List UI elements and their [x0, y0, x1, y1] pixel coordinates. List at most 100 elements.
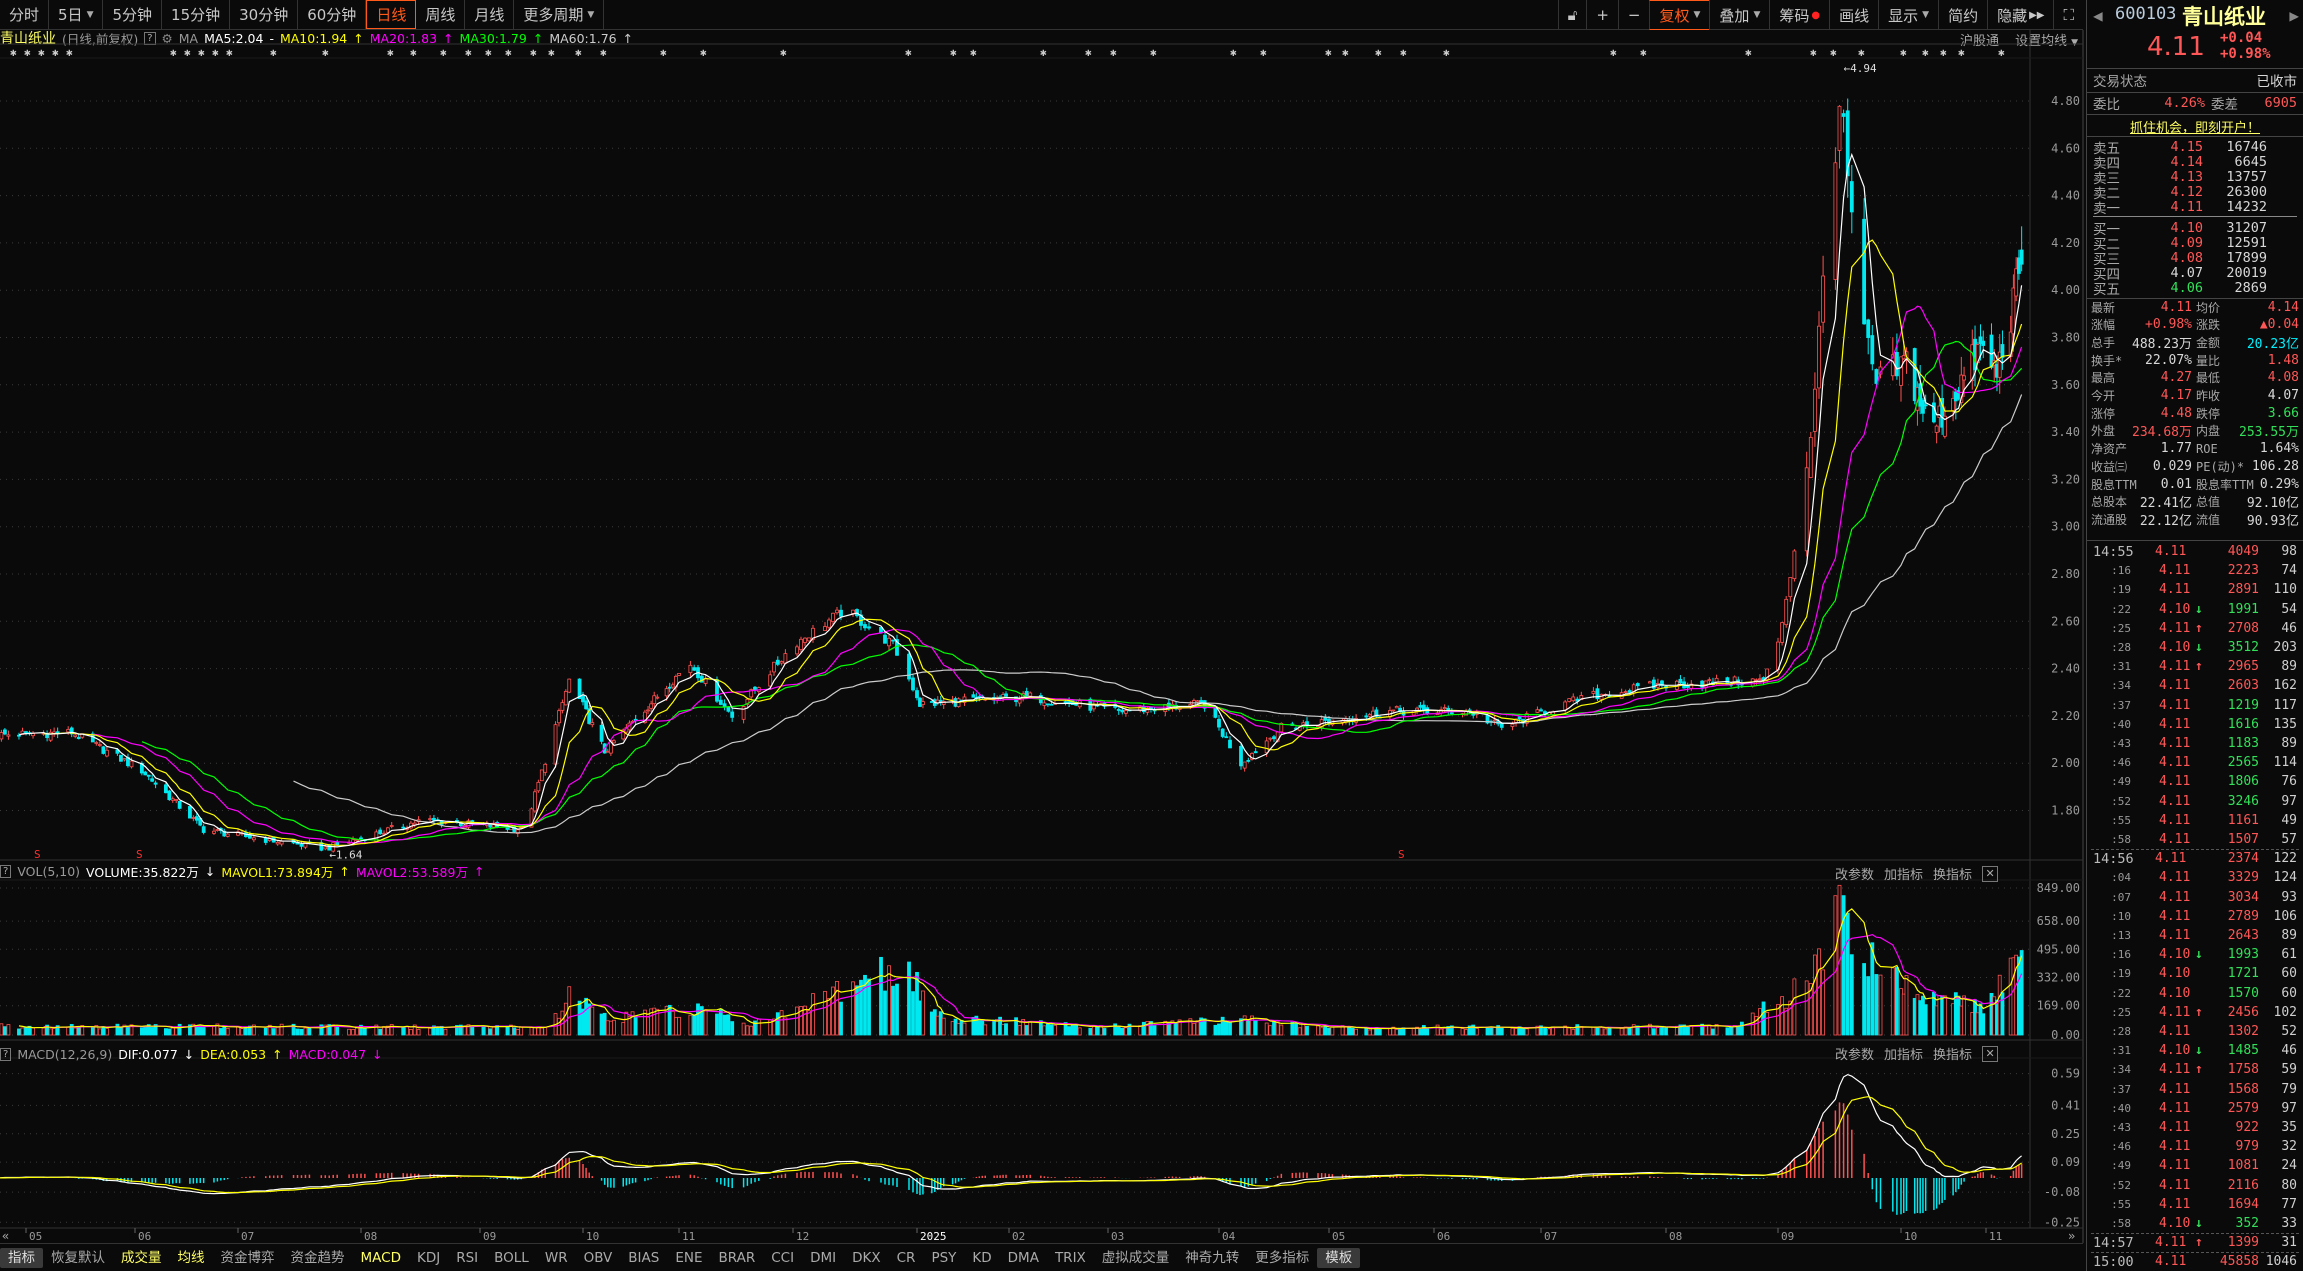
ma5-line	[18, 152, 2023, 848]
indicator-tab[interactable]: RSI	[456, 1249, 479, 1266]
tool-button[interactable]: 隐藏 ▶▶	[1987, 0, 2053, 30]
indicator-tab[interactable]: WR	[544, 1249, 568, 1266]
period-tab[interactable]: 5日 ▼	[49, 0, 104, 29]
volume-bar	[879, 956, 883, 1036]
mavol2-value: MAVOL2:53.589万	[355, 864, 468, 880]
indicator-tab[interactable]: 指标	[0, 1247, 43, 1268]
tick-price: 4.10	[2159, 966, 2191, 982]
indicator-tab[interactable]: BRAR	[718, 1249, 756, 1266]
indicator-tab[interactable]: DKX	[852, 1249, 881, 1266]
bid-row[interactable]: 买四 4.07 20019	[2093, 265, 2297, 283]
next-stock-icon[interactable]: ▶	[2289, 6, 2299, 25]
indicator-tab[interactable]: BIAS	[628, 1249, 660, 1266]
volume-bar	[807, 1010, 811, 1036]
indicator-tab[interactable]: 模板	[1317, 1247, 1361, 1268]
indicator-tab[interactable]: 资金博弈	[220, 1249, 275, 1266]
volume-bar	[567, 986, 572, 1036]
swap-indicator-button[interactable]: 换指标	[1933, 1048, 1973, 1063]
indicator-tab[interactable]: 恢复默认	[51, 1249, 105, 1266]
tool-button[interactable]: 显示 ▼	[1878, 0, 1938, 30]
tick-count: 31	[2281, 1235, 2297, 1251]
indicator-tab[interactable]: DMI	[810, 1249, 837, 1266]
gear-icon[interactable]: ⚙	[161, 30, 173, 46]
add-indicator-button[interactable]: 加指标	[1884, 1048, 1924, 1063]
prev-stock-icon[interactable]: ◀	[2093, 6, 2103, 25]
indicator-tab[interactable]: 虚拟成交量	[1101, 1249, 1170, 1266]
hsgt-button[interactable]: 沪股通	[1960, 34, 2000, 49]
zoom-out-icon[interactable]: −	[1617, 0, 1650, 30]
period-tab[interactable]: 分时	[0, 0, 50, 29]
period-tab[interactable]: 30分钟	[230, 0, 299, 29]
candle	[1116, 709, 1121, 711]
ask-row[interactable]: 卖二 4.12 26300	[2093, 184, 2297, 202]
macd-tick-label: 0.59	[2051, 1067, 2080, 1081]
tool-button[interactable]: 叠加 ▼	[1709, 0, 1769, 30]
volume-bar	[335, 1026, 340, 1036]
period-tab[interactable]: 60分钟	[298, 0, 367, 29]
set-ma-button[interactable]: 设置均线 ▼	[2015, 30, 2078, 49]
bid-row[interactable]: 买三 4.08 17899	[2093, 250, 2297, 268]
volume-bar	[1316, 1025, 1320, 1036]
tool-button[interactable]: 复权 ▼	[1649, 0, 1710, 30]
tick-row: 15:00 4.11 45858 1046	[2093, 1252, 2297, 1271]
ask-row[interactable]: 卖五 4.15 16746	[2093, 139, 2297, 157]
change-params-button[interactable]: 改参数	[1835, 868, 1875, 883]
bid-row[interactable]: 买一 4.10 31207	[2093, 220, 2297, 238]
indicator-tab[interactable]: MACD	[360, 1249, 401, 1266]
bid-row[interactable]: 买五 4.06 2869	[2093, 280, 2297, 298]
indicator-tab[interactable]: DMA	[1007, 1249, 1039, 1266]
indicator-tab[interactable]: CR	[896, 1249, 916, 1266]
indicator-tab[interactable]: OBV	[583, 1249, 613, 1266]
candle	[1217, 718, 1221, 728]
date-tick-label: 11	[1989, 1230, 2002, 1243]
period-tab[interactable]: 周线	[416, 0, 466, 29]
zoom-in-icon[interactable]: +	[1586, 0, 1618, 30]
event-marker-icon: ✱	[780, 46, 787, 59]
tick-time: :07	[2111, 890, 2131, 904]
fullscreen-icon[interactable]: ⛶	[2053, 0, 2083, 30]
indicator-tab[interactable]: KD	[972, 1249, 992, 1266]
change-params-button[interactable]: 改参数	[1835, 1048, 1875, 1063]
tool-label: 显示	[1888, 6, 1919, 25]
indicator-tab[interactable]: ENE	[675, 1249, 703, 1266]
indicator-tab[interactable]: 资金趋势	[290, 1249, 345, 1266]
help-icon[interactable]: ?	[0, 1047, 12, 1061]
indicator-tab[interactable]: 更多指标	[1255, 1249, 1310, 1266]
period-tab[interactable]: 5分钟	[103, 0, 163, 29]
volume-bar	[855, 985, 859, 1036]
tool-button[interactable]: 筹码 ●	[1769, 0, 1829, 30]
period-tab[interactable]: 日线	[366, 0, 417, 29]
ask-row[interactable]: 卖一 4.11 14232	[2093, 199, 2297, 217]
period-tab[interactable]: 更多周期 ▼	[514, 0, 605, 29]
help-icon[interactable]: ?	[0, 864, 12, 878]
ask-row[interactable]: 卖三 4.13 13757	[2093, 169, 2297, 187]
kline-chart[interactable]: 4.80 4.60 4.40 4.20 4.00 3.80 3.60 3.40 3.20 3.00…	[0, 0, 2086, 1243]
indicator-tab[interactable]: 均线	[177, 1249, 205, 1266]
volume-bar	[66, 1026, 71, 1036]
indicator-tab[interactable]: CCI	[771, 1249, 795, 1266]
open-account-link[interactable]: 抓住机会，即刻开户！	[2129, 121, 2260, 136]
volume-bar	[831, 986, 835, 1036]
swap-indicator-button[interactable]: 换指标	[1933, 868, 1973, 883]
indicator-tab[interactable]: 神奇九转	[1185, 1249, 1240, 1266]
period-tab[interactable]: 15分钟	[162, 0, 231, 29]
lock-icon[interactable]: 🔓︎	[1557, 0, 1587, 30]
close-icon[interactable]: ✕	[1982, 1045, 1999, 1062]
indicator-tab[interactable]: TRIX	[1054, 1249, 1086, 1266]
bid-row[interactable]: 买二 4.09 12591	[2093, 235, 2297, 253]
tick-time: :13	[2111, 929, 2131, 942]
candle	[1253, 751, 1258, 754]
period-tab[interactable]: 月线	[465, 0, 515, 29]
ask-row[interactable]: 卖四 4.14 6645	[2093, 154, 2297, 172]
indicator-tab[interactable]: PSY	[931, 1249, 957, 1266]
add-indicator-button[interactable]: 加指标	[1884, 868, 1924, 883]
tool-button[interactable]: 简约	[1938, 0, 1987, 30]
candle	[772, 661, 776, 673]
volume-bar	[911, 991, 915, 1036]
indicator-tab[interactable]: 成交量	[121, 1249, 162, 1266]
volume-bar	[1364, 1027, 1369, 1036]
indicator-tab[interactable]: BOLL	[494, 1249, 529, 1266]
close-icon[interactable]: ✕	[1982, 865, 1999, 882]
tool-button[interactable]: 画线	[1829, 0, 1878, 30]
indicator-tab[interactable]: KDJ	[416, 1249, 441, 1266]
